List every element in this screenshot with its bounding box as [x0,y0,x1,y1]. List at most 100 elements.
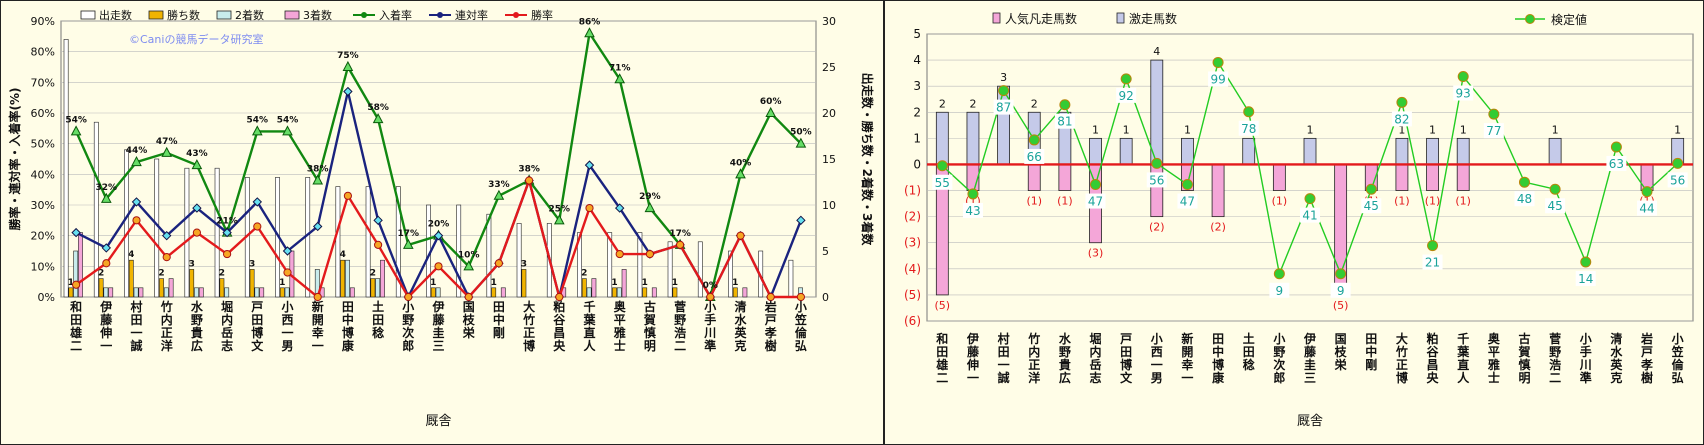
bar-value-label: (1) [1057,195,1073,208]
rate-label: 17% [669,229,691,239]
marker-検定値 [1120,73,1132,85]
rate-label: 29% [639,192,661,202]
x-tick-label-char: 内 [161,312,173,327]
x-tick-label-char: 中 [493,312,505,327]
x-tick-label-char: 正 [1396,358,1408,372]
marker-勝率 [192,228,201,237]
win-count-label: 1 [279,278,285,288]
bar-3着数 [108,287,114,298]
x-tick-label-char: 幸 [1181,357,1193,372]
rate-label: 17% [398,229,420,239]
marker-連対率 [312,221,323,232]
marker-入着率 [402,238,414,249]
marker-検定値 [1059,99,1071,111]
bar-激走馬数 [1426,137,1439,165]
x-tick-label-char: 正 [523,326,535,340]
bar-勝ち数 [279,287,285,298]
x-tick-label: 土田稔 [372,299,384,340]
bar-勝ち数 [68,287,74,298]
win-count-label: 4 [340,250,346,260]
bar-出走数 [93,121,99,298]
bar-人気凡走馬数 [1272,164,1286,191]
marker-入着率 [282,125,293,136]
bar-2着数 [616,287,622,298]
rate-label: 44% [126,146,148,156]
marker-連対率 [131,197,142,207]
marker-入着率 [372,113,384,124]
x-tick-label-char: 内 [1028,344,1040,359]
bar-勝ち数 [219,278,225,298]
x-tick-label-char: 小 [704,299,716,314]
marker-勝率 [253,222,262,231]
marker-勝率 [283,268,292,277]
bar-2着数 [103,287,109,298]
bar-2着数 [345,259,350,298]
bar-value-label: 4 [1153,45,1160,58]
bar-激走馬数 [935,111,949,165]
x-tick-label-char: 水 [1610,344,1623,359]
bar-2着数 [224,287,230,298]
x-tick-label-char: 克 [734,338,746,353]
bar-勝ち数 [642,287,648,298]
bar-出走数 [516,223,522,298]
x-tick-label-char: 藤 [966,344,980,359]
x-tick-label-char: 慎 [644,325,656,340]
x-tick-label-char: 貴 [191,325,203,340]
bar-勝ち数 [128,259,134,298]
rate-label: 21% [216,217,238,227]
line-value-box [1637,200,1658,216]
line-value-label: 56 [1670,173,1685,187]
bar-激走馬数 [1548,137,1562,165]
x-tick-label-char: 小 [1273,331,1285,346]
legend-label: 出走数 [99,8,132,22]
legend-label: 勝ち数 [167,8,200,22]
x-tick-label-char: 田 [1365,332,1377,346]
x-tick-label-char: 国 [463,300,475,314]
bar-勝ち数 [672,287,678,298]
bar-出走数 [607,232,613,298]
x-tick-label-char: 堀 [221,299,233,314]
marker-勝率 [72,280,81,289]
x-tick-label-char: 葉 [582,312,596,327]
x-tick-label-char: 次 [1273,357,1285,372]
x-tick-label-char: 和 [69,299,82,314]
bar-3着数 [380,259,385,298]
bar-出走数 [395,186,401,298]
x-tick-label-char: 小 [795,299,807,314]
line-value-box [962,202,983,218]
line-value-box [1391,111,1412,127]
line-value-box [993,99,1014,115]
x-tick-label-char: 藤 [99,312,113,327]
line-value-label: 48 [1517,192,1532,206]
line-value-box [1545,198,1566,214]
bar-value-label: 1 [1674,123,1681,136]
marker-勝率 [132,216,141,225]
x-tick-label-char: 田 [130,313,142,327]
bar-value-label: 1 [1307,123,1314,136]
win-count-label: 2 [581,269,587,279]
bar-出走数 [184,167,190,298]
rate-label: 25% [549,204,571,214]
x-tick-label-char: 開 [312,313,324,327]
bar-勝ち数 [340,259,346,298]
x-tick-label-char: 昌 [1427,358,1439,372]
line-value-label: 41 [1302,209,1317,223]
x-tick-label-char: 枝 [462,312,476,327]
x-tick-label-char: 野 [1059,345,1071,359]
x-tick-label-char: 中 [342,312,354,327]
x-tick-label: 田中剛 [1365,332,1377,372]
marker-入着率 [342,60,354,71]
legend-label: 連対率 [455,8,488,22]
rate-label: 50% [790,128,812,138]
marker-勝率 [766,292,775,302]
bar-人気凡走馬数 [1211,164,1225,218]
y2-tick-label: 25 [822,61,836,74]
x-tick-label-char: 粕 [553,299,565,314]
marker-検定値 [1580,256,1592,268]
